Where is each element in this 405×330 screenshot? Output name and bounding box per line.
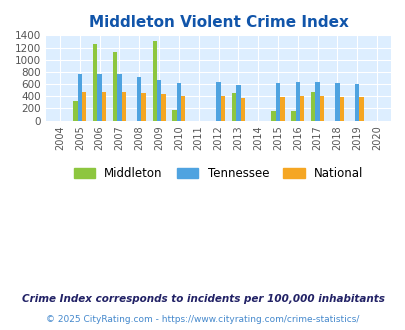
Bar <box>236 85 240 120</box>
Bar <box>231 93 236 120</box>
Bar <box>141 93 145 120</box>
Bar <box>275 83 279 120</box>
Bar <box>77 74 82 120</box>
Bar <box>156 81 161 120</box>
Bar <box>97 74 102 120</box>
Bar <box>82 92 86 120</box>
Bar <box>117 74 121 120</box>
Bar <box>137 77 141 120</box>
Bar <box>271 111 275 120</box>
Bar <box>319 96 324 120</box>
Bar <box>216 82 220 120</box>
Bar <box>181 96 185 120</box>
Text: Crime Index corresponds to incidents per 100,000 inhabitants: Crime Index corresponds to incidents per… <box>21 294 384 304</box>
Bar <box>176 83 181 120</box>
Bar <box>315 82 319 120</box>
Title: Middleton Violent Crime Index: Middleton Violent Crime Index <box>88 15 347 30</box>
Bar <box>161 94 165 120</box>
Bar <box>122 92 126 120</box>
Bar <box>310 92 315 120</box>
Bar <box>113 52 117 120</box>
Bar <box>339 97 343 120</box>
Bar <box>290 111 295 120</box>
Bar <box>299 96 304 120</box>
Bar <box>93 44 97 120</box>
Bar <box>172 111 176 120</box>
Bar <box>220 96 224 120</box>
Bar <box>240 98 244 120</box>
Bar <box>354 84 358 120</box>
Bar <box>295 82 299 120</box>
Legend: Middleton, Tennessee, National: Middleton, Tennessee, National <box>69 162 367 185</box>
Bar <box>279 97 284 120</box>
Bar <box>358 97 363 120</box>
Bar <box>335 83 339 120</box>
Bar <box>152 41 156 120</box>
Bar <box>102 92 106 120</box>
Text: © 2025 CityRating.com - https://www.cityrating.com/crime-statistics/: © 2025 CityRating.com - https://www.city… <box>46 315 359 324</box>
Bar <box>73 101 77 120</box>
